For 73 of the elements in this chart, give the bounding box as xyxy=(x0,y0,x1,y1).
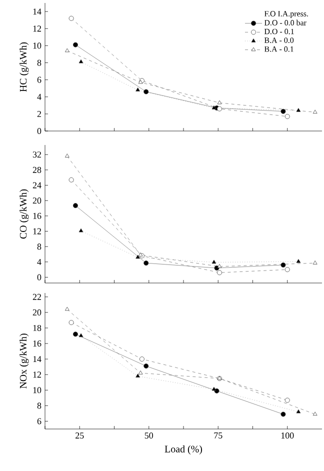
point xyxy=(280,262,286,268)
y-tick-label: 4 xyxy=(37,94,42,100)
point xyxy=(136,254,140,259)
point xyxy=(144,364,149,369)
point xyxy=(284,267,290,272)
point xyxy=(296,409,301,414)
point xyxy=(212,386,216,391)
point xyxy=(64,306,70,311)
y-tick-label: 12 xyxy=(33,26,41,32)
y-tick-label: 16 xyxy=(33,212,42,219)
point xyxy=(68,320,74,326)
point xyxy=(78,333,84,338)
y-tick-label: 4 xyxy=(37,258,42,265)
point xyxy=(296,108,301,112)
y-axis-title: NOx (g/kWh) xyxy=(20,334,29,389)
point xyxy=(280,412,286,417)
y-tick-label: 6 xyxy=(37,76,42,83)
y-tick-label: 8 xyxy=(37,60,42,66)
x-tick-label: 100 xyxy=(281,432,294,439)
point xyxy=(217,264,222,268)
y-tick-label: 16 xyxy=(33,340,42,347)
y-tick-label: 0 xyxy=(37,128,42,134)
point xyxy=(139,356,144,362)
y-tick-label: 8 xyxy=(37,244,42,250)
y-tick-label: 24 xyxy=(32,182,42,188)
point xyxy=(284,114,290,119)
y-tick-label: 18 xyxy=(33,324,42,332)
x-axis-title: Load (%) xyxy=(164,445,202,454)
y-tick-label: 20 xyxy=(32,198,42,204)
point xyxy=(78,59,84,64)
x-tick-label: 50 xyxy=(144,432,154,439)
point xyxy=(217,106,222,112)
point xyxy=(212,105,216,110)
point xyxy=(144,260,149,266)
point xyxy=(217,270,222,276)
y-tick-label: 8 xyxy=(37,402,42,409)
y-tick-label: 12 xyxy=(33,228,41,234)
point xyxy=(136,374,140,378)
y-tick-label: 10 xyxy=(33,42,42,49)
point xyxy=(64,48,70,52)
point xyxy=(212,260,216,264)
point xyxy=(136,88,140,92)
x-tick-label: 25 xyxy=(76,432,84,439)
y-tick-label: 12 xyxy=(33,372,41,378)
y-tick-label: 6 xyxy=(37,418,42,424)
y-tick-label: 22 xyxy=(32,294,41,300)
point xyxy=(72,332,78,337)
point xyxy=(64,154,70,158)
point xyxy=(72,203,78,208)
point xyxy=(144,89,149,94)
point xyxy=(68,177,74,182)
point xyxy=(284,398,290,403)
y-tick-label: 28 xyxy=(32,166,42,173)
y-axis-title: CO (g/kWh) xyxy=(20,189,29,239)
y-tick-label: 32 xyxy=(32,152,41,158)
point xyxy=(78,228,84,232)
point xyxy=(280,108,286,114)
y-tick-label: 2 xyxy=(37,110,41,117)
y-tick-label: 10 xyxy=(33,387,42,394)
y-tick-label: 14 xyxy=(33,356,42,362)
y-tick-label: 14 xyxy=(33,8,42,14)
point xyxy=(138,370,143,374)
point xyxy=(72,42,78,48)
point xyxy=(312,260,318,264)
point xyxy=(312,110,318,114)
y-axis-title: HC (g/kWh) xyxy=(20,42,29,92)
y-tick-label: 20 xyxy=(32,309,42,316)
point xyxy=(312,412,318,416)
x-tick-label: 75 xyxy=(214,432,222,438)
point xyxy=(68,16,74,21)
point xyxy=(217,100,222,104)
point xyxy=(296,259,301,263)
y-tick-label: 0 xyxy=(37,274,42,280)
